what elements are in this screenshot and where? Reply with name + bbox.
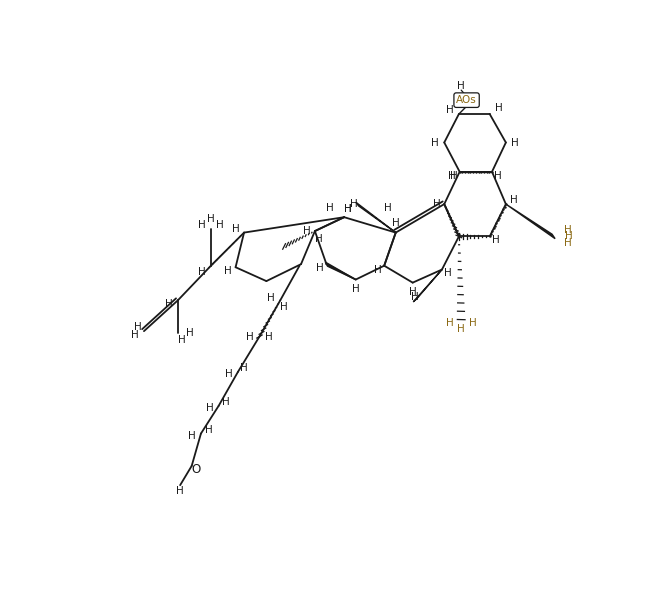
Text: H: H [495, 103, 503, 113]
Text: H: H [431, 137, 439, 148]
Text: H: H [131, 330, 139, 340]
Text: H: H [265, 332, 272, 342]
Text: H: H [564, 238, 571, 248]
Text: H: H [326, 203, 334, 213]
Text: H: H [448, 171, 456, 181]
Text: H: H [176, 486, 184, 497]
Text: H: H [303, 226, 311, 236]
Text: H: H [134, 322, 141, 332]
Text: H: H [445, 105, 453, 115]
Text: H: H [315, 234, 322, 244]
Text: H: H [222, 397, 230, 407]
Text: H: H [216, 220, 224, 230]
Text: H: H [445, 318, 453, 328]
Text: H: H [511, 137, 519, 148]
Text: H: H [457, 81, 465, 92]
Text: H: H [409, 287, 417, 297]
Text: H: H [565, 231, 573, 242]
Text: H: H [510, 195, 517, 205]
Text: H: H [384, 203, 392, 213]
Text: H: H [188, 431, 195, 441]
Text: H: H [564, 225, 571, 235]
Text: H: H [352, 284, 359, 294]
Text: H: H [205, 425, 213, 435]
Text: H: H [198, 220, 205, 230]
Text: H: H [494, 171, 502, 181]
Text: H: H [374, 265, 382, 274]
Text: H: H [240, 363, 248, 373]
Text: H: H [246, 332, 254, 342]
Text: H: H [225, 369, 232, 379]
Text: H: H [205, 403, 213, 413]
Text: H: H [344, 204, 352, 215]
Text: H: H [349, 199, 357, 209]
Polygon shape [413, 270, 442, 302]
Text: H: H [280, 301, 288, 312]
Text: H: H [316, 263, 324, 273]
Text: H: H [392, 218, 399, 228]
Text: H: H [186, 328, 193, 339]
Text: H: H [267, 293, 275, 303]
Text: H: H [449, 171, 457, 181]
Text: O: O [191, 463, 200, 476]
Text: H: H [411, 292, 419, 301]
Polygon shape [506, 204, 555, 239]
Text: H: H [207, 215, 215, 224]
Text: H: H [224, 266, 232, 276]
Polygon shape [325, 262, 356, 279]
Text: H: H [198, 267, 205, 277]
Text: H: H [164, 299, 172, 309]
Text: H: H [344, 204, 352, 215]
Polygon shape [356, 203, 395, 232]
Text: H: H [178, 335, 186, 345]
Text: H: H [492, 235, 499, 245]
Text: H: H [457, 324, 465, 334]
Text: H: H [433, 199, 440, 209]
Text: H: H [469, 318, 476, 328]
Text: H: H [232, 224, 240, 234]
Text: AOs: AOs [456, 95, 477, 105]
Text: H: H [444, 268, 452, 278]
